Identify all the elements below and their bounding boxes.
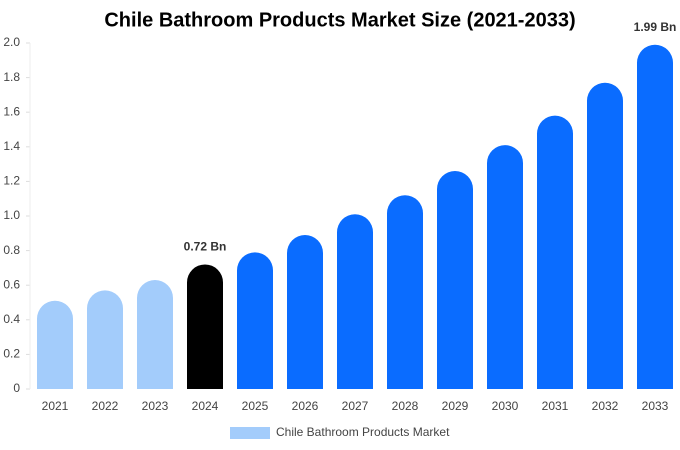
x-tick-label: 2032 bbox=[592, 399, 619, 413]
y-tick-label: 1.0 bbox=[3, 208, 20, 222]
x-tick-label: 2031 bbox=[542, 399, 569, 413]
y-tick-label: 0.4 bbox=[3, 312, 20, 326]
x-tick-label: 2025 bbox=[242, 399, 269, 413]
bar bbox=[237, 252, 273, 389]
bar bbox=[337, 214, 373, 389]
x-tick-label: 2028 bbox=[392, 399, 419, 413]
x-tick-label: 2030 bbox=[492, 399, 519, 413]
bar bbox=[187, 264, 223, 389]
y-tick-label: 2.0 bbox=[3, 35, 20, 49]
bar bbox=[537, 115, 573, 389]
x-tick-label: 2027 bbox=[342, 399, 369, 413]
value-label: 0.72 Bn bbox=[184, 240, 227, 254]
x-tick-label: 2022 bbox=[92, 399, 119, 413]
x-tick-label: 2024 bbox=[192, 399, 219, 413]
bar bbox=[437, 171, 473, 389]
value-label: 1.99 Bn bbox=[634, 20, 677, 34]
x-tick-label: 2029 bbox=[442, 399, 469, 413]
y-tick-label: 1.8 bbox=[3, 70, 20, 84]
x-tick-label: 2026 bbox=[292, 399, 319, 413]
x-tick-label: 2033 bbox=[642, 399, 669, 413]
bar bbox=[87, 290, 123, 389]
x-tick-label: 2023 bbox=[142, 399, 169, 413]
y-tick-label: 0.2 bbox=[3, 347, 20, 361]
y-tick-label: 1.4 bbox=[3, 139, 20, 153]
y-tick-label: 0 bbox=[13, 381, 20, 395]
bar bbox=[137, 280, 173, 389]
bar bbox=[587, 82, 623, 389]
bar bbox=[37, 300, 73, 389]
y-tick-label: 1.6 bbox=[3, 104, 20, 118]
y-tick-label: 1.2 bbox=[3, 174, 20, 188]
bar bbox=[387, 195, 423, 389]
bar bbox=[287, 235, 323, 389]
legend-swatch bbox=[230, 427, 270, 439]
bar bbox=[637, 44, 673, 389]
legend-label: Chile Bathroom Products Market bbox=[276, 425, 450, 439]
chart-title: Chile Bathroom Products Market Size (202… bbox=[104, 9, 575, 31]
y-tick-label: 0.6 bbox=[3, 277, 20, 291]
x-tick-label: 2021 bbox=[42, 399, 69, 413]
bar bbox=[487, 145, 523, 389]
y-tick-label: 0.8 bbox=[3, 243, 20, 257]
